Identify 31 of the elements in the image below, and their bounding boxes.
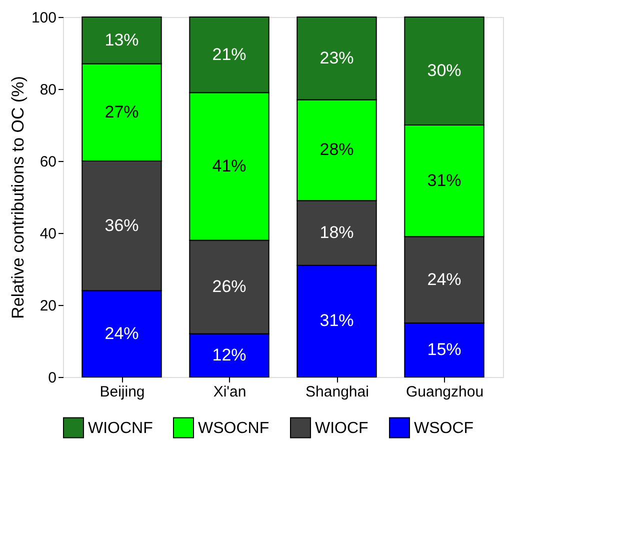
data-label: 23% — [320, 48, 354, 68]
data-label: 31% — [320, 311, 354, 330]
x-tick-label: Shanghai — [306, 384, 369, 400]
data-label: 28% — [320, 140, 354, 160]
legend-label: WSOCNF — [198, 420, 270, 437]
data-label: 18% — [320, 223, 354, 242]
y-tick-label: 40 — [40, 226, 56, 242]
y-tick-label: 100 — [31, 10, 56, 26]
y-axis-title: Relative contributions to OC (%) — [8, 76, 28, 319]
y-tick-label: 80 — [40, 82, 56, 98]
data-label: 26% — [212, 277, 246, 296]
y-tick-label: 60 — [40, 154, 56, 170]
data-label: 24% — [427, 270, 462, 289]
y-tick-label: 20 — [40, 298, 56, 314]
legend-label: WIOCF — [315, 420, 369, 437]
x-tick-label: Xi'an — [213, 384, 246, 400]
data-label: 31% — [427, 170, 462, 190]
x-tick-label: Beijing — [100, 384, 145, 400]
legend-label: WIOCNF — [88, 420, 154, 437]
data-label: 13% — [104, 30, 139, 50]
data-label: 41% — [212, 156, 246, 176]
data-label: 36% — [104, 216, 139, 235]
data-label: 15% — [427, 340, 462, 359]
data-label: 27% — [104, 102, 139, 122]
legend-label: WSOCF — [414, 420, 474, 437]
data-label: 24% — [104, 324, 139, 343]
data-label: 21% — [212, 44, 246, 64]
x-tick-label: Guangzhou — [406, 384, 484, 400]
data-label: 30% — [427, 61, 462, 80]
y-tick-label: 0 — [48, 370, 56, 386]
data-label: 12% — [212, 345, 246, 364]
